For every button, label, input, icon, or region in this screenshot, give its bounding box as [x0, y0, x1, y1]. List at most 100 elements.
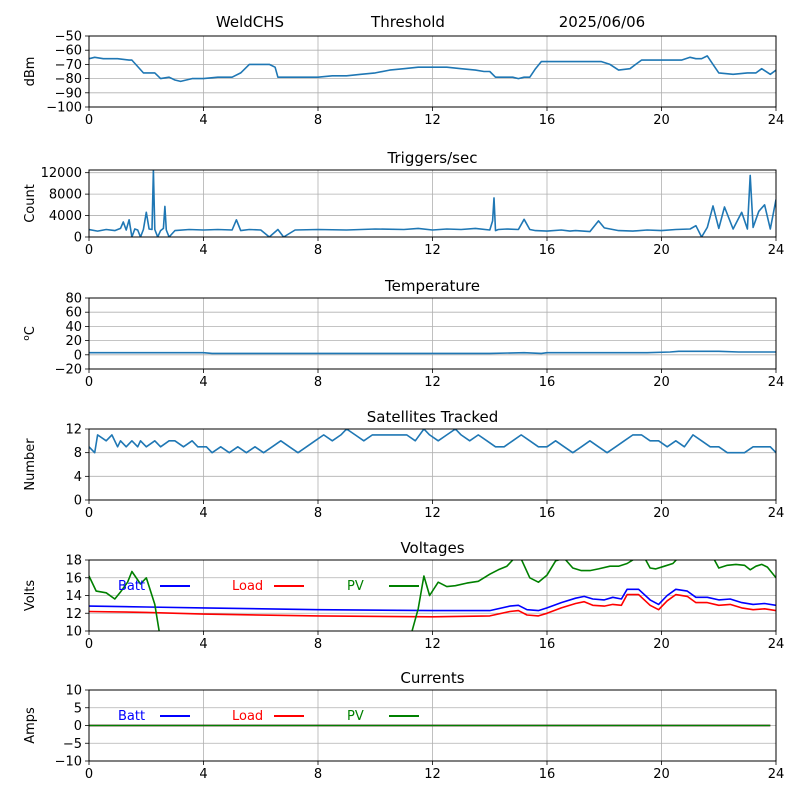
series-line-4-1	[89, 593, 776, 618]
y-tick-label-5-3: 5	[74, 701, 82, 716]
x-tick-label-5-2: 8	[314, 767, 322, 782]
y-tick-label-4-4: 18	[65, 554, 82, 569]
x-tick-label-2-3: 12	[424, 375, 441, 390]
y-tick-label-1-0: 0	[74, 231, 82, 246]
series-line-2-0	[89, 350, 776, 355]
y-tick-label-0-3: −70	[55, 58, 82, 73]
x-tick-label-4-0: 0	[85, 637, 93, 652]
x-tick-label-1-3: 12	[424, 243, 441, 258]
y-tick-label-1-3: 12000	[41, 166, 82, 181]
header-mode: Threshold	[370, 13, 445, 31]
header-date: 2025/06/06	[559, 13, 645, 31]
panel-title-3: Satellites Tracked	[367, 408, 498, 426]
x-tick-label-4-1: 4	[199, 637, 207, 652]
x-tick-label-3-3: 12	[424, 506, 441, 521]
x-tick-label-3-4: 16	[539, 506, 556, 521]
legend-label-4-1: Load	[232, 579, 263, 594]
y-tick-label-0-1: −90	[55, 86, 82, 101]
series-line-3-0	[89, 429, 776, 454]
x-tick-label-2-4: 16	[539, 375, 556, 390]
x-tick-label-0-6: 24	[768, 113, 785, 128]
panel-3: 0 4 8 12 16 20 24 0 4 8 12 Satellites Tracked Number	[23, 408, 784, 521]
y-tick-label-5-4: 10	[65, 684, 82, 699]
legend-label-4-0: Batt	[118, 579, 145, 594]
x-tick-label-2-1: 4	[199, 375, 207, 390]
x-tick-label-3-0: 0	[85, 506, 93, 521]
y-tick-label-3-2: 8	[74, 446, 82, 461]
y-tick-label-5-1: −5	[63, 737, 82, 752]
y-tick-label-2-0: −20	[55, 363, 82, 378]
x-tick-label-5-4: 16	[539, 767, 556, 782]
y-tick-label-4-0: 10	[65, 625, 82, 640]
y-tick-label-1-1: 4000	[49, 209, 82, 224]
x-tick-label-2-2: 8	[314, 375, 322, 390]
x-tick-label-0-0: 0	[85, 113, 93, 128]
x-tick-label-1-0: 0	[85, 243, 93, 258]
x-tick-label-2-0: 0	[85, 375, 93, 390]
x-tick-label-1-2: 8	[314, 243, 322, 258]
y-axis-label-3: Number	[23, 438, 38, 491]
y-tick-label-0-2: −80	[55, 72, 82, 87]
x-tick-label-5-6: 24	[768, 767, 785, 782]
y-tick-label-5-2: 0	[74, 719, 82, 734]
y-tick-label-0-4: −60	[55, 44, 82, 59]
y-tick-label-3-1: 4	[74, 470, 82, 485]
y-axis-label-4: Volts	[23, 580, 38, 612]
series-line-4-2	[89, 560, 776, 631]
x-tick-label-5-5: 20	[653, 767, 670, 782]
x-tick-label-1-5: 20	[653, 243, 670, 258]
x-tick-label-1-1: 4	[199, 243, 207, 258]
x-tick-label-1-6: 24	[768, 243, 785, 258]
series-line-4-0	[89, 588, 776, 612]
x-tick-label-0-3: 12	[424, 113, 441, 128]
y-tick-label-0-0: −100	[46, 101, 82, 116]
x-tick-label-4-5: 20	[653, 637, 670, 652]
panel-4: 0 4 8 12 16 20 24 10 12 14 16 18 Voltages Volts Batt Lo…	[23, 539, 784, 652]
legend-label-5-0: Batt	[118, 709, 145, 724]
panel-title-4: Voltages	[400, 539, 464, 557]
legend-label-5-2: PV	[347, 709, 364, 724]
y-tick-label-2-4: 60	[65, 306, 82, 321]
x-tick-label-4-4: 16	[539, 637, 556, 652]
x-tick-label-0-1: 4	[199, 113, 207, 128]
panel-title-5: Currents	[400, 669, 464, 687]
x-tick-label-0-4: 16	[539, 113, 556, 128]
y-tick-label-0-5: −50	[55, 30, 82, 45]
x-tick-label-0-5: 20	[653, 113, 670, 128]
x-tick-label-3-6: 24	[768, 506, 785, 521]
y-tick-label-3-3: 12	[65, 423, 82, 438]
y-tick-label-5-0: −10	[55, 755, 82, 770]
y-tick-label-4-2: 14	[65, 589, 82, 604]
x-tick-label-5-3: 12	[424, 767, 441, 782]
x-tick-label-4-2: 8	[314, 637, 322, 652]
series-line-1-0	[89, 170, 776, 237]
series-line-0-0	[89, 55, 776, 83]
x-tick-label-5-0: 0	[85, 767, 93, 782]
y-axis-label-5: Amps	[23, 707, 38, 744]
x-tick-label-3-2: 8	[314, 506, 322, 521]
legend-label-5-1: Load	[232, 709, 263, 724]
x-tick-label-4-3: 12	[424, 637, 441, 652]
panel-0: 0 4 8 12 16 20 24 −100−90−80−70−60−50 dBm	[23, 30, 784, 129]
x-tick-label-3-1: 4	[199, 506, 207, 521]
y-axis-label-2: oC	[22, 326, 38, 341]
y-tick-label-2-5: 80	[65, 292, 82, 307]
x-tick-label-2-5: 20	[653, 375, 670, 390]
panel-title-1: Triggers/sec	[387, 149, 478, 167]
y-tick-label-4-1: 12	[65, 607, 82, 622]
header-station: WeldCHS	[216, 13, 284, 31]
y-tick-label-4-3: 16	[65, 571, 82, 586]
x-tick-label-3-5: 20	[653, 506, 670, 521]
x-tick-label-0-2: 8	[314, 113, 322, 128]
y-tick-label-1-2: 8000	[49, 188, 82, 203]
y-axis-label-0: dBm	[23, 57, 38, 87]
x-tick-label-4-6: 24	[768, 637, 785, 652]
panel-title-2: Temperature	[384, 277, 480, 295]
x-tick-label-2-6: 24	[768, 375, 785, 390]
y-tick-label-2-1: 0	[74, 348, 82, 363]
x-tick-label-5-1: 4	[199, 767, 207, 782]
